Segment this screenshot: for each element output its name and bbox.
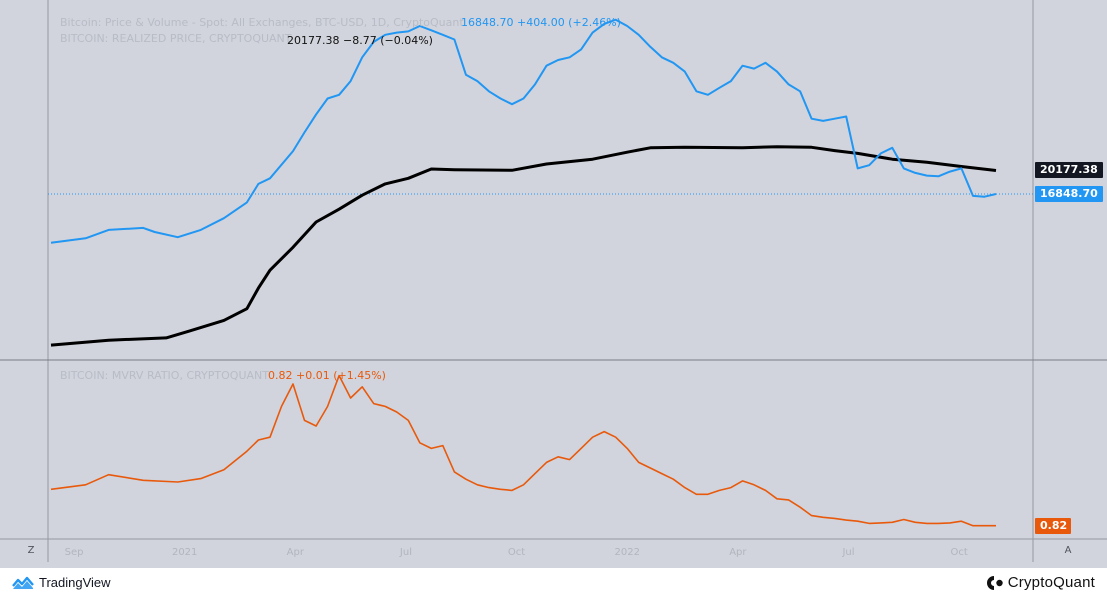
x-tick-label: 2022 xyxy=(614,547,639,558)
cryptoquant-label: CryptoQuant xyxy=(1007,574,1095,591)
x-tick-label: Jul xyxy=(399,547,412,558)
price-legend: Bitcoin: Price & Volume - Spot: All Exch… xyxy=(60,16,464,29)
mvrv-line xyxy=(50,374,996,527)
cryptoquant-brand[interactable]: CryptoQuant xyxy=(986,574,1095,591)
cryptoquant-logo-icon xyxy=(986,575,1003,590)
x-tick-label: Apr xyxy=(729,547,747,558)
mvrv-legend: BITCOIN: MVRV RATIO, CRYPTOQUANT xyxy=(60,369,269,382)
realized-price-readout: 20177.38 −8.77 (−0.04%) xyxy=(287,34,433,47)
mvrv-readout: 0.82 +0.01 (+1.45%) xyxy=(268,369,386,382)
x-tick-label: Jul xyxy=(841,547,854,558)
chart-canvas[interactable]: Sep 2021 Apr Jul Oct 2022 Apr Jul Oct xyxy=(0,0,1107,568)
tradingview-brand[interactable]: TradingView xyxy=(12,575,111,590)
realized-price-line xyxy=(50,145,997,347)
chart-area[interactable] xyxy=(0,0,1107,568)
footer: TradingView CryptoQuant xyxy=(0,568,1107,600)
x-tick-label: 2021 xyxy=(172,547,197,558)
realized-price-tag: 20177.38 xyxy=(1035,162,1103,179)
tradingview-label: TradingView xyxy=(39,575,111,590)
x-tick-label: Oct xyxy=(508,547,525,558)
auto-scale-button[interactable]: A xyxy=(1064,545,1072,556)
x-tick-label: Oct xyxy=(950,547,967,558)
tradingview-logo-icon xyxy=(12,576,34,589)
price-line xyxy=(50,18,997,244)
mvrv-tag: 0.82 xyxy=(1035,517,1071,534)
zoom-button[interactable]: Z xyxy=(27,545,35,556)
x-tick-label: Apr xyxy=(287,547,305,558)
realized-price-legend: BITCOIN: REALIZED PRICE, CRYPTOQUANT xyxy=(60,32,292,45)
x-tick-label: Sep xyxy=(65,547,84,558)
price-readout: 16848.70 +404.00 (+2.46%) xyxy=(461,16,621,29)
price-tag: 16848.70 xyxy=(1035,186,1103,202)
